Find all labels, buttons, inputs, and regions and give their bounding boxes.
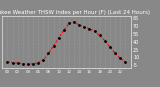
Title: Milwaukee Weather THSW Index per Hour (F) (Last 24 Hours): Milwaukee Weather THSW Index per Hour (F… <box>0 10 150 15</box>
